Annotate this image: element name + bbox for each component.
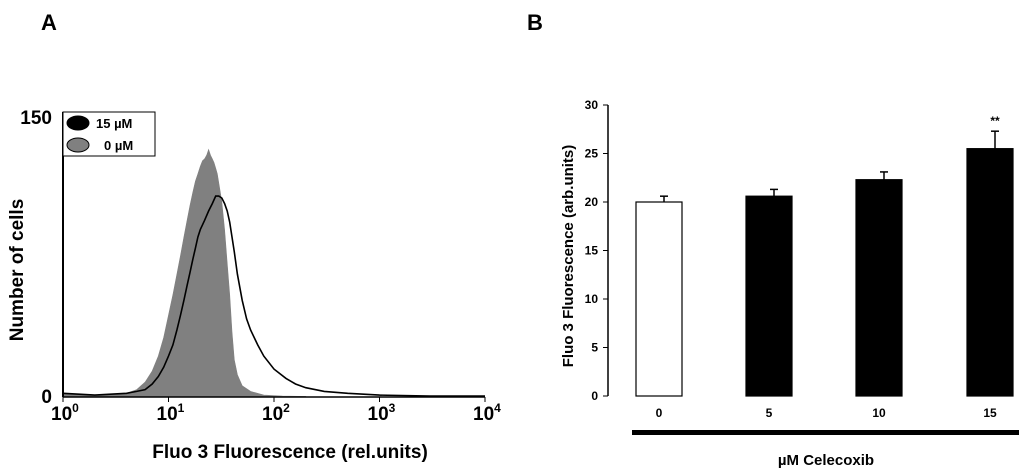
bar-15 <box>966 148 1014 397</box>
a-y-axis-title: Number of cells <box>7 199 28 342</box>
legend-label-0um: 0 µM <box>104 138 133 153</box>
a-legend: 15 µM 0 µM <box>62 111 156 157</box>
b-x-ticks: 0 5 10 15 <box>656 406 997 420</box>
series-0um-area <box>62 148 307 398</box>
a-x-tick-label: 103 <box>368 401 396 425</box>
b-y-tick-label: 30 <box>585 98 599 112</box>
a-y-tick-label: 0 <box>41 387 52 408</box>
b-y-tick-label: 0 <box>591 389 598 403</box>
bar-5 <box>745 195 793 397</box>
bar-10 <box>855 179 903 397</box>
b-y-tick-label: 15 <box>585 244 599 258</box>
a-x-ticks: 100 101 102 103 104 <box>51 397 501 425</box>
legend-label-15um: 15 µM <box>96 116 132 131</box>
a-x-tick-label: 101 <box>157 401 185 425</box>
b-x-tick-label: 15 <box>983 406 997 420</box>
b-bars: ** <box>635 114 1014 397</box>
b-y-tick-label: 10 <box>585 292 599 306</box>
b-y-tick-label: 25 <box>585 147 599 161</box>
b-x-axis-title: µM Celecoxib <box>778 452 874 469</box>
panel-a-label: A <box>41 10 57 35</box>
histogram-series <box>62 148 485 398</box>
histogram-chart: 0 150 100 101 102 103 104 15 µM 0 µM Fluo 3 F… <box>7 108 501 463</box>
legend-swatch-15um <box>66 115 90 131</box>
b-x-tick-label: 5 <box>766 406 773 420</box>
b-x-tick-label: 0 <box>656 406 663 420</box>
series-15um-line <box>62 195 485 397</box>
a-y-tick-label: 150 <box>20 108 52 129</box>
b-y-axis-title: Fluo 3 Fluorescence (arb.units) <box>560 145 577 368</box>
panel-b-label: B <box>527 10 543 35</box>
b-x-tick-label: 10 <box>872 406 886 420</box>
b-y-tick-label: 20 <box>585 195 599 209</box>
b-y-ticks: 0 5 10 15 20 25 30 <box>585 98 608 403</box>
significance-marker: ** <box>990 114 1000 128</box>
a-x-tick-label: 104 <box>473 401 501 425</box>
a-x-tick-label: 102 <box>262 401 290 425</box>
b-group-bracket <box>632 430 1019 435</box>
a-x-tick-label: 100 <box>51 401 79 425</box>
bar-0 <box>635 201 683 397</box>
b-y-tick-label: 5 <box>591 341 598 355</box>
bar-chart: 0 5 10 15 20 25 30 ** 0 5 10 15 µM Celecoxib Fluo… <box>560 98 1019 469</box>
a-y-ticks: 0 150 <box>20 108 52 408</box>
legend-swatch-0um <box>66 137 90 153</box>
a-x-axis-title: Fluo 3 Fluorescence (rel.units) <box>152 442 428 463</box>
